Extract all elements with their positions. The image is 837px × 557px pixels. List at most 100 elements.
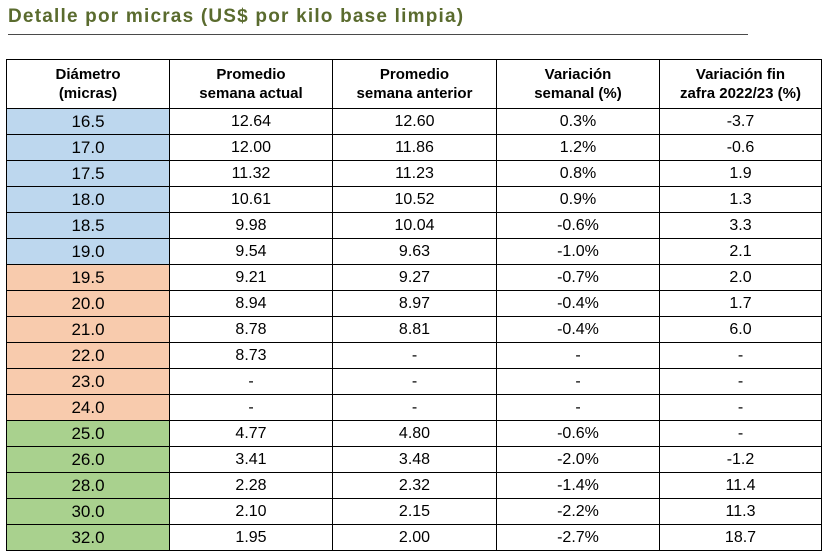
season-variation-cell: 2.0 xyxy=(659,264,822,291)
weekly-variation-cell: 0.9% xyxy=(496,186,660,213)
table-row: 18.5 9.98 10.04 -0.6% 3.3 xyxy=(6,212,822,239)
header-line: Promedio xyxy=(216,66,286,83)
current-week-cell: 9.98 xyxy=(169,212,333,239)
season-variation-cell: - xyxy=(659,342,822,369)
diameter-cell: 17.5 xyxy=(6,160,170,187)
diameter-cell: 22.0 xyxy=(6,342,170,369)
current-week-cell: 12.00 xyxy=(169,134,333,161)
header-line: Variación xyxy=(544,66,612,83)
table-row: 20.0 8.94 8.97 -0.4% 1.7 xyxy=(6,290,822,317)
table-row: 21.0 8.78 8.81 -0.4% 6.0 xyxy=(6,316,822,343)
diameter-cell: 19.5 xyxy=(6,264,170,291)
weekly-variation-cell: 1.2% xyxy=(496,134,660,161)
weekly-variation-cell: -1.0% xyxy=(496,238,660,265)
table-row: 19.5 9.21 9.27 -0.7% 2.0 xyxy=(6,264,822,291)
table-row: 30.0 2.10 2.15 -2.2% 11.3 xyxy=(6,498,822,525)
weekly-variation-cell: -2.7% xyxy=(496,524,660,551)
table-row: 17.5 11.32 11.23 0.8% 1.9 xyxy=(6,160,822,187)
diameter-cell: 21.0 xyxy=(6,316,170,343)
previous-week-cell: 2.00 xyxy=(332,524,497,551)
weekly-variation-cell: - xyxy=(496,394,660,421)
diameter-cell: 25.0 xyxy=(6,420,170,447)
previous-week-cell: - xyxy=(332,342,497,369)
diameter-cell: 23.0 xyxy=(6,368,170,395)
weekly-variation-cell: -0.6% xyxy=(496,420,660,447)
page-title: Detalle por micras (US$ por kilo base li… xyxy=(8,6,465,27)
current-week-cell: 9.21 xyxy=(169,264,333,291)
season-variation-cell: 1.3 xyxy=(659,186,822,213)
diameter-cell: 20.0 xyxy=(6,290,170,317)
current-week-cell: 2.10 xyxy=(169,498,333,525)
previous-week-cell: 4.80 xyxy=(332,420,497,447)
header-line: semanal (%) xyxy=(534,85,622,102)
previous-week-cell: 2.32 xyxy=(332,472,497,499)
table-row: 28.0 2.28 2.32 -1.4% 11.4 xyxy=(6,472,822,499)
table-row: 32.0 1.95 2.00 -2.7% 18.7 xyxy=(6,524,822,551)
season-variation-cell: 18.7 xyxy=(659,524,822,551)
weekly-variation-cell: -2.2% xyxy=(496,498,660,525)
current-week-cell: 10.61 xyxy=(169,186,333,213)
previous-week-cell: 9.63 xyxy=(332,238,497,265)
previous-week-cell: - xyxy=(332,368,497,395)
current-week-cell: 8.78 xyxy=(169,316,333,343)
season-variation-cell: -1.2 xyxy=(659,446,822,473)
previous-week-cell: 8.81 xyxy=(332,316,497,343)
diameter-cell: 17.0 xyxy=(6,134,170,161)
table-row: 16.5 12.64 12.60 0.3% -3.7 xyxy=(6,108,822,135)
header-line: Variación fin xyxy=(695,66,786,83)
header-diameter: Diámetro (micras) xyxy=(6,59,170,109)
header-line: Promedio xyxy=(379,66,450,83)
table-row: 26.0 3.41 3.48 -2.0% -1.2 xyxy=(6,446,822,473)
current-week-cell: 1.95 xyxy=(169,524,333,551)
weekly-variation-cell: - xyxy=(496,342,660,369)
previous-week-cell: 3.48 xyxy=(332,446,497,473)
diameter-cell: 30.0 xyxy=(6,498,170,525)
weekly-variation-cell: -1.4% xyxy=(496,472,660,499)
current-week-cell: 8.94 xyxy=(169,290,333,317)
season-variation-cell: 11.3 xyxy=(659,498,822,525)
previous-week-cell: 12.60 xyxy=(332,108,497,135)
micron-price-table: Diámetro (micras) Promedio semana actual… xyxy=(6,59,822,551)
header-line: zafra 2022/23 (%) xyxy=(680,85,801,102)
weekly-variation-cell: -0.7% xyxy=(496,264,660,291)
diameter-cell: 16.5 xyxy=(6,108,170,135)
previous-week-cell: 11.23 xyxy=(332,160,497,187)
current-week-cell: 4.77 xyxy=(169,420,333,447)
season-variation-cell: -0.6 xyxy=(659,134,822,161)
diameter-cell: 24.0 xyxy=(6,394,170,421)
table-row: 23.0- - - - xyxy=(6,368,822,395)
header-line: semana anterior xyxy=(356,85,473,102)
weekly-variation-cell: -0.4% xyxy=(496,290,660,317)
season-variation-cell: - xyxy=(659,394,822,421)
previous-week-cell: 9.27 xyxy=(332,264,497,291)
table-header-row: Diámetro (micras) Promedio semana actual… xyxy=(6,59,822,109)
header-current-week-average: Promedio semana actual xyxy=(169,59,333,109)
previous-week-cell: - xyxy=(332,394,497,421)
diameter-cell: 18.0 xyxy=(6,186,170,213)
weekly-variation-cell: 0.3% xyxy=(496,108,660,135)
title-divider xyxy=(8,34,748,35)
current-week-cell: - xyxy=(169,394,333,421)
current-week-cell: 11.32 xyxy=(169,160,333,187)
header-line: Diámetro xyxy=(55,66,121,83)
previous-week-cell: 11.86 xyxy=(332,134,497,161)
season-variation-cell: -3.7 xyxy=(659,108,822,135)
diameter-cell: 26.0 xyxy=(6,446,170,473)
season-variation-cell: 11.4 xyxy=(659,472,822,499)
table-row: 22.0 8.73- - - xyxy=(6,342,822,369)
diameter-cell: 19.0 xyxy=(6,238,170,265)
previous-week-cell: 8.97 xyxy=(332,290,497,317)
weekly-variation-cell: -2.0% xyxy=(496,446,660,473)
current-week-cell: 8.73 xyxy=(169,342,333,369)
season-variation-cell: - xyxy=(659,420,822,447)
header-season-end-variation: Variación fin zafra 2022/23 (%) xyxy=(659,59,822,109)
header-previous-week-average: Promedio semana anterior xyxy=(332,59,497,109)
season-variation-cell: 2.1 xyxy=(659,238,822,265)
previous-week-cell: 10.04 xyxy=(332,212,497,239)
table-row: 17.0 12.00 11.86 1.2% -0.6 xyxy=(6,134,822,161)
diameter-cell: 18.5 xyxy=(6,212,170,239)
weekly-variation-cell: -0.4% xyxy=(496,316,660,343)
header-line: semana actual xyxy=(199,85,303,102)
season-variation-cell: 6.0 xyxy=(659,316,822,343)
current-week-cell: 12.64 xyxy=(169,108,333,135)
